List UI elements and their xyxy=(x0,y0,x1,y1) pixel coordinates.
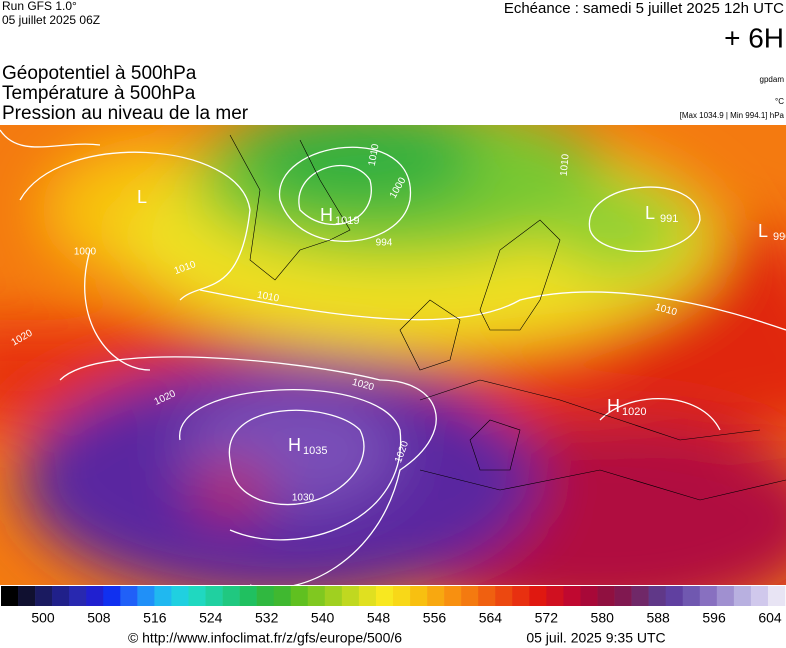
color-swatch xyxy=(52,586,70,606)
color-swatch xyxy=(478,586,496,606)
center-value: 990 xyxy=(773,231,786,243)
color-swatch xyxy=(154,586,172,606)
center-type: L xyxy=(137,187,147,207)
color-swatch xyxy=(188,586,206,606)
unit: °C xyxy=(775,97,784,106)
color-swatch xyxy=(205,586,223,606)
color-swatch xyxy=(137,586,155,606)
map xyxy=(0,125,786,585)
color-swatch xyxy=(716,586,735,606)
color-swatch xyxy=(222,586,240,606)
layer: Géopotentiel à 500hPa xyxy=(2,63,197,84)
center-value: 1020 xyxy=(622,406,646,418)
colorbar-tick-label: 564 xyxy=(479,610,503,626)
color-swatch xyxy=(324,586,343,606)
color-swatch xyxy=(18,586,36,606)
colorbar-tick-label: 516 xyxy=(143,610,167,626)
color-swatch xyxy=(103,586,121,606)
color-swatch xyxy=(307,586,326,606)
center-type: L xyxy=(645,203,655,223)
color-swatch xyxy=(699,586,718,606)
color-swatch xyxy=(444,586,462,606)
run: Run GFS 1.0° xyxy=(2,0,77,13)
color-swatch xyxy=(375,586,394,606)
color-swatch xyxy=(341,586,360,606)
color-swatch xyxy=(597,586,615,606)
center-type: L xyxy=(758,221,768,241)
color-swatch xyxy=(86,586,104,606)
isobar-label: 1030 xyxy=(292,493,315,504)
color-swatch xyxy=(239,586,257,606)
color-swatch xyxy=(529,586,547,606)
color-swatch xyxy=(358,586,377,606)
colorbar-tick-label: 532 xyxy=(255,610,279,626)
color-swatch xyxy=(665,586,684,606)
color-swatch xyxy=(290,586,309,606)
echeance: Echéance : samedi 5 juillet 2025 12h UTC xyxy=(504,0,784,17)
isobar-labels: 1010100099410101020102010201030102010001… xyxy=(10,143,679,504)
timestamp: 05 juil. 2025 9:35 UTC xyxy=(526,630,665,646)
color-swatch xyxy=(682,586,701,606)
color-swatch xyxy=(750,586,769,606)
isobar-label: 1010 xyxy=(559,153,572,177)
color-swatch xyxy=(69,586,87,606)
colorbar-tick-label: 604 xyxy=(758,610,782,626)
color-swatch xyxy=(767,586,786,606)
unit: [Max 1034.9 | Min 994.1] hPa xyxy=(680,111,785,120)
pressure-centers: H1019H1035H1020L991L990L xyxy=(137,187,786,457)
isobar-label: 1000 xyxy=(74,247,97,258)
color-swatch xyxy=(393,586,411,606)
isobar-label: 994 xyxy=(376,238,393,249)
center-value: 1035 xyxy=(303,445,327,457)
isobar-label: 1010 xyxy=(367,143,382,167)
color-swatch xyxy=(461,586,479,606)
color-swatch xyxy=(495,586,513,606)
color-swatch xyxy=(733,586,752,606)
colorbar-tick-label: 580 xyxy=(591,610,615,626)
color-swatch xyxy=(648,586,666,606)
colorbar-tick-label: 572 xyxy=(535,610,559,626)
colorbar-tick-label: 556 xyxy=(423,610,447,626)
colorbar-tick-label: 548 xyxy=(367,610,391,626)
color-swatch xyxy=(427,586,445,606)
center-type: H xyxy=(320,205,333,225)
colorbar-tick-label: 540 xyxy=(311,610,335,626)
color-swatch xyxy=(35,586,53,606)
center-value: 991 xyxy=(660,213,678,225)
color-swatch xyxy=(171,586,189,606)
unit: gpdam xyxy=(760,75,785,84)
color-swatch xyxy=(273,586,292,606)
colorbar: 500 508 516 524 532 540 548 556 564 572 580 588 596 6… xyxy=(1,586,786,626)
colorbar-tick-label: 524 xyxy=(199,610,223,626)
color-swatch xyxy=(120,586,138,606)
center-type: H xyxy=(288,435,301,455)
color-swatch xyxy=(512,586,530,606)
source-url: © http://www.infoclimat.fr/z/gfs/europe/… xyxy=(128,630,402,646)
center-value: 1019 xyxy=(335,215,359,227)
isobar-label: 1010 xyxy=(256,290,280,305)
colorbar-tick-label: 508 xyxy=(87,610,111,626)
color-swatch xyxy=(563,586,581,606)
color-swatch xyxy=(580,586,598,606)
center-type: H xyxy=(607,396,620,416)
color-swatch xyxy=(614,586,632,606)
run-date: 05 juillet 2025 06Z xyxy=(2,13,100,27)
color-swatch xyxy=(410,586,428,606)
color-swatch xyxy=(1,586,19,606)
color-swatch xyxy=(546,586,564,606)
lead: + 6H xyxy=(724,22,784,53)
layer: Pression au niveau de la mer xyxy=(2,103,249,124)
layer: Température à 500hPa xyxy=(2,83,196,104)
colorbar-tick-label: 596 xyxy=(702,610,726,626)
color-swatch xyxy=(631,586,649,606)
colorbar-tick-label: 500 xyxy=(31,610,55,626)
color-swatch xyxy=(256,586,274,606)
colorbar-tick-label: 588 xyxy=(646,610,670,626)
